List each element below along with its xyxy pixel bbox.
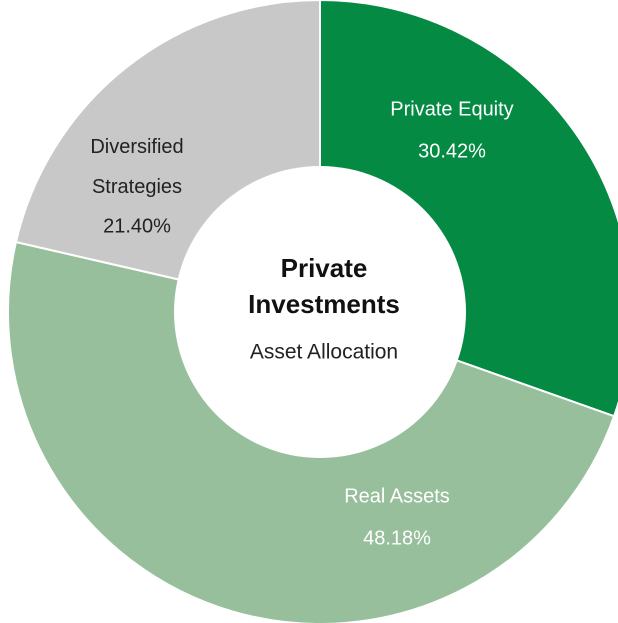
slice-label: Private Equity [390,98,513,120]
value-label: 48.18% [363,527,431,549]
value-label: 30.42% [418,140,486,162]
slice-label: Real Assets [344,485,450,507]
slice-label: Diversified Strategies [90,136,183,198]
chart-title: Private Investments [248,253,400,319]
donut-hole [174,166,466,458]
value-label: 21.40% [103,215,171,237]
chart-subtitle: Asset Allocation [250,341,398,364]
